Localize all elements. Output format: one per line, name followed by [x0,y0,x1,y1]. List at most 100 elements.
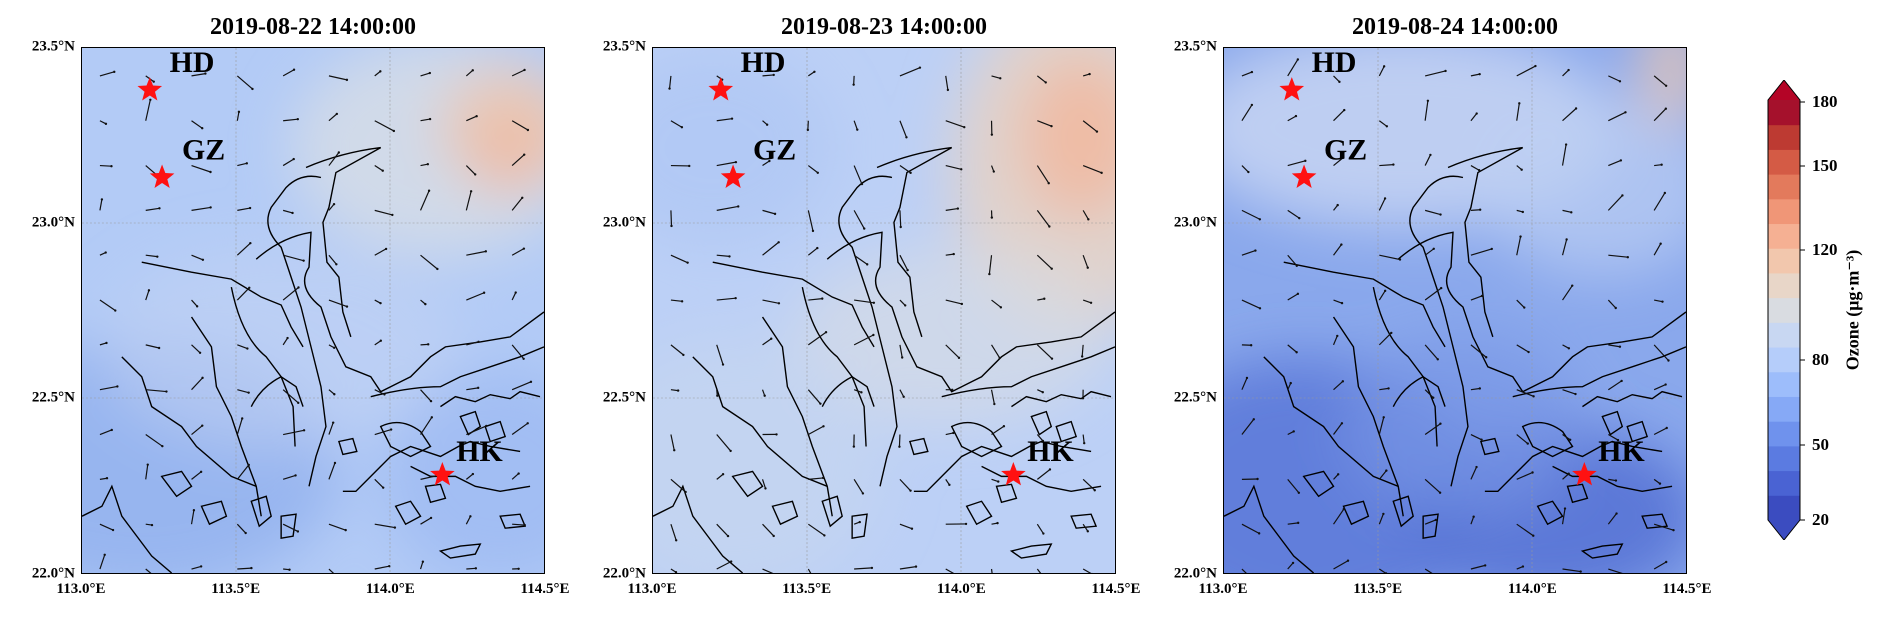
wind-vector-head [111,528,115,532]
wind-vector-head [1659,242,1662,245]
wind-vector [1653,427,1668,436]
wind-vector-head [1088,72,1091,76]
wind-vector [282,474,296,480]
wind-vector [99,477,108,480]
wind-vector-head [1258,307,1262,310]
wind-vector-head [734,296,737,300]
wind-vector-head [1438,491,1442,494]
wind-vector-head [247,391,250,394]
wind-vector-head [157,346,161,350]
wind-vector [512,523,525,526]
wind-vector-head [1523,306,1526,309]
wind-vector [1470,209,1481,211]
wind-vector [1516,523,1534,537]
wind-vector [762,523,775,537]
wind-vector [511,344,525,360]
wind-vector [236,464,250,480]
wind-vector [236,287,250,301]
wind-vector-head [999,306,1003,309]
wind-vector [945,299,962,305]
wind-vector-head [100,198,104,201]
wind-vector [99,554,106,570]
wind-vector-head [1626,256,1629,259]
wind-vector-head [1615,512,1618,515]
wind-vector [191,471,202,480]
wind-vector [1082,164,1102,174]
wind-vector-head [393,526,397,529]
wind-vector [762,74,774,77]
wind-vector [374,340,382,346]
wind-vector [670,524,677,541]
wind-vector [1470,295,1483,301]
wind-vector-head [247,463,250,467]
wind-vector-head [899,225,902,229]
lon-tick-label: 114.0°E [1507,581,1557,597]
map-panel: 2019-08-22 14:00:00 HD GZ HK 23.5°N 23.0°N 22.… [0,0,570,617]
wind-vector-head [384,247,388,251]
coastline [267,175,327,487]
wind-vector-head [147,289,151,292]
colorbar-label: Ozone (μg·m⁻³) [1842,249,1863,371]
wind-vector [670,344,684,356]
wind-vector [420,417,433,435]
wind-vector [511,473,520,480]
site-star-icon [708,77,734,101]
wind-vector [990,568,993,573]
coastline [1302,470,1335,498]
wind-vector-head [474,567,478,570]
wind-vector-head [960,302,964,306]
wind-vector-head [250,566,253,570]
wind-vector-head [1392,163,1395,166]
wind-vector [1516,471,1533,480]
wind-vector [899,299,906,306]
wind-vector-head [1531,471,1534,474]
wind-vector [1470,433,1482,441]
wind-vector-head [1340,301,1344,305]
wind-vector [145,344,160,349]
wind-vector [716,560,732,570]
wind-vector-head [302,429,306,432]
wind-vector-head [806,128,810,132]
wind-vector [1333,244,1342,256]
wind-vector-head [1567,472,1570,475]
wind-vector [1378,417,1385,435]
wind-vector [374,565,390,570]
wind-vector [1470,248,1492,256]
wind-vector [1424,423,1441,436]
wind-vector-head [1432,247,1435,251]
wind-vector-head [860,391,863,394]
panel-title: 2019-08-24 14:00:00 [1352,14,1558,40]
wind-vector-head [1296,292,1300,296]
wind-vector [807,165,819,174]
colorbar-segment [1768,371,1800,397]
colorbar: 180 150 120 80 50 20 [1760,79,1880,541]
wind-vector-head [337,151,341,154]
wind-vector-head [952,431,955,435]
wind-vector [899,478,911,492]
wind-vector [945,207,958,211]
wind-vector-head [104,122,108,126]
ozone-field-map: HD GZ HK [653,48,1115,573]
wind-vector-head [858,520,861,524]
coastline [1641,513,1669,529]
coastline [731,470,764,498]
wind-vector [237,389,249,394]
wind-vector-head [1289,381,1292,385]
wind-vector [466,292,485,301]
wind-vector [236,523,247,534]
wind-vector [762,338,772,346]
wind-vector-head [772,534,775,538]
coastline [950,421,1003,458]
wind-vector-head [1490,247,1493,251]
wind-vector [670,120,683,128]
wind-vector [237,207,251,211]
wind-vector-head [729,449,732,453]
wind-vector [1287,562,1294,570]
wind-vector [1470,73,1480,77]
wind-vector-head [475,115,478,118]
wind-vector-head [1434,518,1437,522]
site-star-icon [1279,77,1305,101]
wind-vector-head [1398,258,1402,261]
wind-vector [1608,478,1617,482]
wind-vector [945,120,965,128]
